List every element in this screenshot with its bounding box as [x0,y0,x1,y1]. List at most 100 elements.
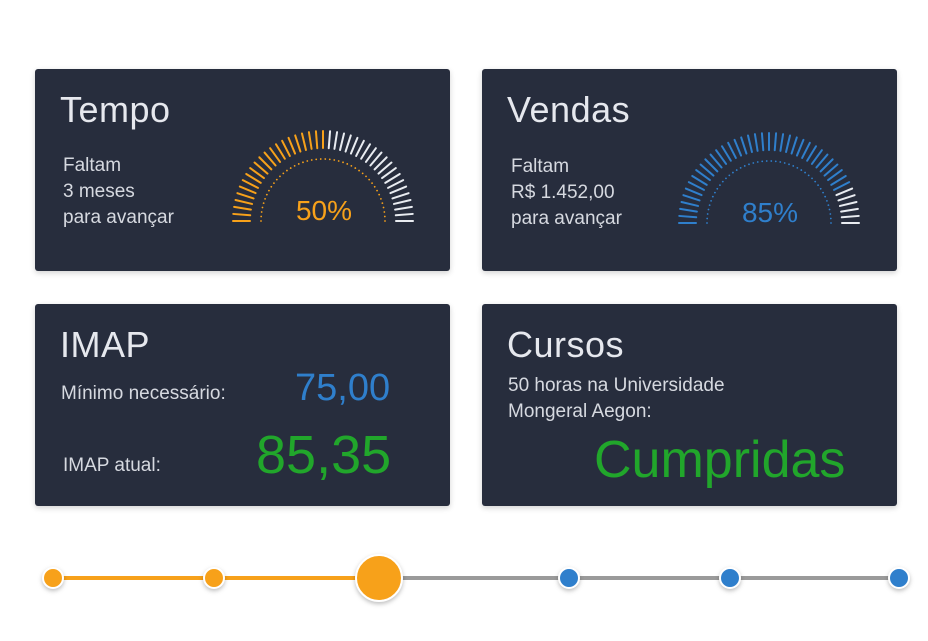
gauge-dot [289,167,292,169]
gauge-dots [706,160,832,224]
gauge-dot [708,204,711,207]
timeline-step[interactable] [558,567,580,589]
gauge-tick [307,131,313,150]
gauge-dot [310,159,313,161]
gauge-dot [337,160,340,162]
gauge-dot [800,169,803,171]
gauge-dot [346,163,349,165]
gauge-tick [838,200,858,207]
gauge-dot [270,185,273,188]
gauge-dot [286,169,288,172]
progress-timeline [42,554,910,602]
gauge-dot [371,182,373,185]
gauge-tick [704,158,719,173]
gauge-tick [835,187,854,197]
gauge-dot [826,199,828,202]
gauge-dot [814,180,817,183]
gauge-tick [682,194,701,202]
gauge-dot [706,222,708,224]
gauge-tick [314,130,319,150]
gauge-tick [684,187,703,197]
cursos-line-1: 50 horas na Universidade [508,375,725,396]
imap-title: IMAP [60,324,151,365]
gauge-tick [384,172,401,184]
gauge-tick [695,169,711,182]
gauge-dot [796,166,799,169]
gauge-tick [364,147,377,163]
gauge-tick [394,205,413,211]
gauge-dot [779,161,782,163]
timeline-step[interactable] [42,567,64,589]
gauge-tick [806,145,818,162]
imap-current-value: 85,35 [256,425,392,485]
gauge-tick [344,134,352,153]
gauge-tick [281,139,291,157]
gauge-dot [716,187,719,190]
gauge-dot [827,204,830,207]
gauge-dot [361,172,364,175]
gauge-dot [706,213,709,215]
gauge-dot [324,158,327,160]
gauge-dot [381,202,384,205]
gauge-dot [807,174,810,177]
gauge-dot [752,162,755,164]
gauge-tick [840,207,859,213]
gauge-dot [732,171,734,174]
gauge-dot [382,206,385,209]
gauge-dot [710,199,712,202]
gauge-tick [392,198,412,205]
gauge-dot [279,175,281,178]
gauge-tick [394,212,414,217]
gauge-dot [273,182,275,185]
tempo-description: Faltam 3 meses para avançar [63,153,174,231]
timeline-step[interactable] [719,567,741,589]
gauge-tick [801,141,811,159]
tempo-gauge: 50% [232,130,414,226]
imap-card: IMAP Mínimo necessário: 75,00 IMAP atual… [35,304,450,506]
gauge-dot [829,217,832,220]
tempo-card: Tempo Faltam 3 meses para avançar 50% [35,69,450,271]
gauge-dot [354,167,357,169]
gauge-dot [743,165,746,167]
gauge-tick [339,132,346,152]
timeline-step[interactable] [888,567,910,589]
gauge-dot [302,161,304,164]
gauge-dot [728,174,731,177]
gauge-tick [387,179,405,189]
gauge-tick [294,134,302,153]
gauge-tick [287,136,297,155]
timeline-step-current[interactable] [355,554,403,602]
cursos-title: Cursos [507,324,625,365]
vendas-line-3: para avançar [511,208,622,229]
gauge-dot [788,163,790,166]
gauge-tick [233,205,252,211]
gauge-dot [260,220,262,222]
gauge-tick [232,212,252,217]
imap-min-value: 75,00 [295,367,391,409]
vendas-line-1: Faltam [511,156,570,177]
gauge-dot [260,211,263,213]
gauge-ticks [678,132,860,224]
gauge-tick [241,179,259,189]
gauge-tick [360,143,372,160]
gauge-tick [389,185,408,195]
gauge-dot [275,178,278,181]
tempo-title: Tempo [60,89,171,130]
gauge-dot [714,191,716,194]
gauge-tick [840,214,860,219]
gauge-dot [264,197,266,200]
gauge-tick [760,132,765,152]
gauge-dot [315,158,318,161]
gauge-dot [365,175,367,178]
gauge-dots [260,158,386,222]
gauge-tick [810,149,823,165]
gauge-dot [824,195,827,198]
tempo-percent-label: 50% [296,195,352,226]
gauge-tick [333,131,339,150]
gauge-tick [823,163,839,177]
gauge-tick [687,181,705,191]
gauge-dot [328,158,331,161]
gauge-dot [268,189,270,192]
gauge-dot [719,184,721,187]
timeline-step[interactable] [203,567,225,589]
